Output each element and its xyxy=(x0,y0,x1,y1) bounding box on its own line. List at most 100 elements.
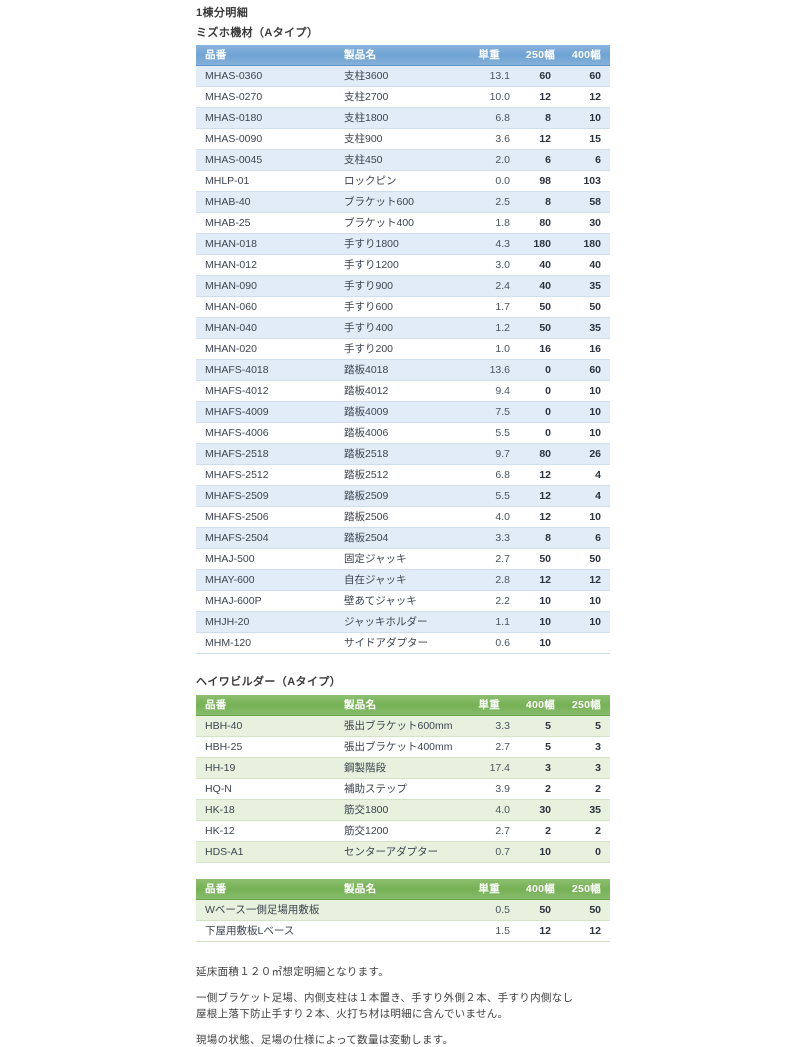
cell-width-b: 12 xyxy=(565,569,610,592)
cell-code: MHM-120 xyxy=(196,632,344,655)
note-variance: 現場の状態、足場の仕様によって数量は変動します。 xyxy=(196,1033,454,1046)
cell-unit-weight: 3.6 xyxy=(462,128,520,151)
cell-width-a: 0 xyxy=(520,359,565,382)
cell-unit-weight: 1.0 xyxy=(462,338,520,361)
cell-width-b: 10 xyxy=(565,590,610,613)
cell-product: 支柱1800 xyxy=(344,107,462,130)
cell-code: 下屋用敷板Lベース xyxy=(196,920,344,942)
cell-width-b: 3 xyxy=(565,757,610,779)
cell-width-a: 0 xyxy=(520,380,565,403)
table-row: MHAJ-600P 壁あてジャッキ 2.2 10 10 xyxy=(196,590,610,613)
cell-unit-weight: 2.7 xyxy=(462,736,520,758)
table-row: MHAB-25 ブラケット400 1.8 80 30 xyxy=(196,212,610,235)
cell-product: ロックピン xyxy=(344,170,462,193)
table-row: MHAS-0270 支柱2700 10.0 12 12 xyxy=(196,86,610,109)
cell-code: MHLP-01 xyxy=(196,170,344,193)
table-row: HBH-40 張出ブラケット600mm 3.3 5 5 xyxy=(196,715,610,737)
table-row: HK-12 筋交1200 2.7 2 2 xyxy=(196,820,610,842)
table-spacer xyxy=(196,863,800,879)
cell-product: センターアダプター xyxy=(344,841,462,863)
cell-width-a: 50 xyxy=(520,296,565,319)
cell-product: 支柱900 xyxy=(344,128,462,151)
page-title: 1棟分明細 xyxy=(196,7,249,19)
cell-width-a: 5 xyxy=(520,715,565,737)
cell-width-b xyxy=(565,632,610,655)
cell-code: HK-12 xyxy=(196,820,344,842)
table-base-boards-body: Wベース一側足場用敷板 0.5 50 50 下屋用敷板Lベース 1.5 12 12 xyxy=(196,899,610,942)
cell-code: MHAFS-4018 xyxy=(196,359,344,382)
cell-code: MHAFS-2506 xyxy=(196,506,344,529)
cell-width-a: 40 xyxy=(520,275,565,298)
cell-product: 踏板4009 xyxy=(344,401,462,424)
table-row: MHAN-012 手すり1200 3.0 40 40 xyxy=(196,254,610,277)
cell-width-b: 180 xyxy=(565,233,610,256)
cell-product: 踏板2518 xyxy=(344,443,462,466)
cell-code: HQ-N xyxy=(196,778,344,800)
column-header-unit-weight: 単重 xyxy=(462,45,520,67)
cell-width-a: 12 xyxy=(520,569,565,592)
table-row: 下屋用敷板Lベース 1.5 12 12 xyxy=(196,920,610,942)
table-row: MHLP-01 ロックピン 0.0 98 103 xyxy=(196,170,610,193)
cell-width-a: 50 xyxy=(520,548,565,571)
cell-width-a: 2 xyxy=(520,778,565,800)
cell-width-a: 180 xyxy=(520,233,565,256)
cell-product: 補助ステップ xyxy=(344,778,462,800)
cell-width-b: 15 xyxy=(565,128,610,151)
section-title-heiwa: ヘイワビルダー（Aタイプ） xyxy=(196,676,342,689)
cell-width-b: 2 xyxy=(565,820,610,842)
cell-unit-weight: 5.5 xyxy=(462,422,520,445)
column-header-product: 製品名 xyxy=(344,45,462,67)
cell-width-a: 40 xyxy=(520,254,565,277)
table-row: HQ-N 補助ステップ 3.9 2 2 xyxy=(196,778,610,800)
column-header-unit-weight: 単重 xyxy=(462,694,520,716)
cell-width-b: 35 xyxy=(565,799,610,821)
cell-width-b: 4 xyxy=(565,464,610,487)
table-header-row: 品番 製品名 単重 250幅 400幅 xyxy=(196,45,610,67)
cell-width-a: 2 xyxy=(520,820,565,842)
cell-width-a: 12 xyxy=(520,506,565,529)
cell-product: サイドアダプター xyxy=(344,632,462,655)
cell-product: 手すり600 xyxy=(344,296,462,319)
cell-width-b: 10 xyxy=(565,611,610,634)
cell-width-b: 10 xyxy=(565,401,610,424)
cell-width-b: 6 xyxy=(565,149,610,172)
table-row: MHAFS-2512 踏板2512 6.8 12 4 xyxy=(196,464,610,487)
cell-width-a: 8 xyxy=(520,191,565,214)
cell-code: MHAFS-4012 xyxy=(196,380,344,403)
column-header-width-a: 250幅 xyxy=(520,45,565,67)
cell-product: 支柱2700 xyxy=(344,86,462,109)
table-heiwa-head: 品番 製品名 単重 400幅 250幅 xyxy=(196,694,610,716)
table-row: MHAFS-2509 踏板2509 5.5 12 4 xyxy=(196,485,610,508)
cell-unit-weight: 5.5 xyxy=(462,485,520,508)
cell-width-b: 50 xyxy=(565,296,610,319)
table-row: MHAJ-500 固定ジャッキ 2.7 50 50 xyxy=(196,548,610,571)
cell-width-a: 10 xyxy=(520,611,565,634)
cell-width-a: 3 xyxy=(520,757,565,779)
cell-width-b: 60 xyxy=(565,359,610,382)
cell-width-b: 10 xyxy=(565,506,610,529)
cell-width-a: 8 xyxy=(520,107,565,130)
cell-width-b: 10 xyxy=(565,380,610,403)
cell-code: Wベース一側足場用敷板 xyxy=(196,899,344,921)
cell-unit-weight: 17.4 xyxy=(462,757,520,779)
cell-width-a: 80 xyxy=(520,212,565,235)
table-row: MHAS-0360 支柱3600 13.1 60 60 xyxy=(196,65,610,88)
cell-unit-weight: 2.5 xyxy=(462,191,520,214)
cell-width-b: 4 xyxy=(565,485,610,508)
cell-code: MHAFS-2509 xyxy=(196,485,344,508)
cell-unit-weight: 1.7 xyxy=(462,296,520,319)
cell-unit-weight: 2.7 xyxy=(462,820,520,842)
cell-width-b: 26 xyxy=(565,443,610,466)
cell-unit-weight: 0.6 xyxy=(462,632,520,655)
cell-width-a: 6 xyxy=(520,149,565,172)
cell-product: 手すり1800 xyxy=(344,233,462,256)
cell-unit-weight: 9.4 xyxy=(462,380,520,403)
cell-code: MHAN-018 xyxy=(196,233,344,256)
table-row: HBH-25 張出ブラケット400mm 2.7 5 3 xyxy=(196,736,610,758)
cell-code: MHAFS-2518 xyxy=(196,443,344,466)
cell-width-a: 0 xyxy=(520,401,565,424)
cell-code: MHAFS-2512 xyxy=(196,464,344,487)
cell-unit-weight: 13.1 xyxy=(462,65,520,88)
cell-width-b: 6 xyxy=(565,527,610,550)
table-row: MHAB-40 ブラケット600 2.5 8 58 xyxy=(196,191,610,214)
